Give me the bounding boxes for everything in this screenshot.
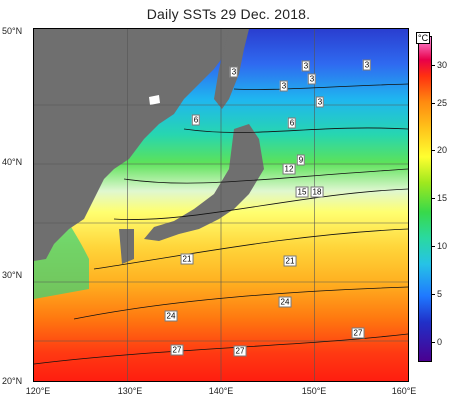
colorbar-tick: 20 (437, 145, 448, 155)
colorbar-tick: 5 (437, 289, 443, 299)
lake (149, 95, 160, 105)
colorbar (418, 36, 432, 362)
contour-label: 3 (362, 59, 372, 71)
contour-label: 18 (310, 186, 324, 198)
contour-label: 3 (315, 96, 325, 108)
colorbar-tick: 30 (437, 60, 448, 70)
colorbar-tick: 0 (437, 337, 443, 347)
land-taiwan-area (119, 229, 134, 264)
land-asia (34, 29, 234, 261)
land-japan (144, 124, 264, 241)
colorbar-tickmark (431, 198, 435, 199)
colorbar-tick: 25 (437, 98, 448, 108)
lat-label-40n: 40°N (2, 157, 23, 167)
colorbar-tick: 15 (437, 193, 448, 203)
lon-label-130e: 130°E (117, 386, 143, 396)
lat-label-50n: 50°N (2, 26, 23, 36)
contour-label: 6 (287, 117, 297, 129)
sst-map (33, 28, 409, 382)
lon-label-140e: 140°E (208, 386, 234, 396)
contour-label: 27 (170, 344, 184, 356)
contour-label: 27 (351, 327, 365, 339)
contour-label: 3 (279, 80, 289, 92)
contour-label: 9 (296, 154, 306, 166)
isotherm-lines (34, 83, 408, 365)
colorbar-tick: 10 (437, 241, 448, 251)
contour-label: 15 (295, 186, 309, 198)
colorbar-tickmark (431, 150, 435, 151)
contour-label: 3 (307, 73, 317, 85)
colorbar-tickmark (431, 103, 435, 104)
contour-label: 24 (278, 296, 292, 308)
contour-label: 27 (233, 345, 247, 357)
lat-label-30n: 30°N (2, 270, 23, 280)
sst-map-canvas (34, 29, 408, 381)
lat-label-20n: 20°N (2, 376, 23, 386)
colorbar-tickmark (431, 294, 435, 295)
lon-label-120e: 120°E (25, 386, 51, 396)
contour-label: 21 (180, 253, 194, 265)
colorbar-tickmark (431, 342, 435, 343)
contour-label: 24 (164, 310, 178, 322)
lon-label-150e: 150°E (301, 386, 327, 396)
map-title: Daily SSTs 29 Dec. 2018. (146, 6, 311, 22)
contour-label: 6 (191, 114, 201, 126)
colorbar-tickmark (431, 65, 435, 66)
contour-label: 3 (301, 60, 311, 72)
lon-label-160e: 160°E (391, 386, 417, 396)
colorbar-tickmark (431, 246, 435, 247)
contour-label: 21 (283, 255, 297, 267)
colorbar-unit: °C (416, 32, 431, 44)
contour-label: 12 (282, 163, 296, 175)
contour-label: 3 (229, 66, 239, 78)
